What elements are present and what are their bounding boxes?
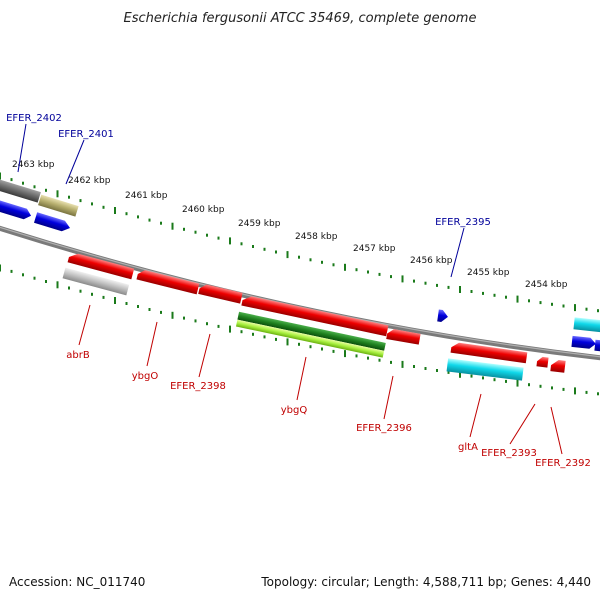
label-efer-2398[interactable]: EFER_2398 [170, 381, 226, 392]
callout-lines [17, 123, 563, 455]
label-ybgO[interactable]: ybgO [132, 371, 159, 382]
tick-label-2458: 2458 kbp [295, 232, 338, 242]
gene-red-right[interactable] [450, 342, 528, 364]
label-efer-2395[interactable]: EFER_2395 [435, 217, 491, 228]
map-title: Escherichia fergusonii ATCC 35469, compl… [124, 11, 477, 26]
gene-efer-2396[interactable] [386, 328, 421, 345]
label-efer-2393[interactable]: EFER_2393 [481, 448, 537, 459]
tick-label-2463: 2463 kbp [12, 160, 55, 170]
gene-efer-2393[interactable] [536, 356, 549, 368]
tick-label-2462: 2462 kbp [68, 176, 111, 186]
label-ybgQ[interactable]: ybgQ [281, 405, 308, 416]
label-efer-2396[interactable]: EFER_2396 [356, 423, 412, 434]
gene-ybgO[interactable] [136, 269, 200, 295]
gene-cyan-right[interactable] [573, 317, 600, 334]
genome-summary-text: Topology: circular; Length: 4,588,711 bp… [260, 575, 591, 589]
tick-label-2459: 2459 kbp [238, 219, 281, 229]
gene-efer-2401[interactable] [38, 194, 79, 217]
label-abrB[interactable]: abrB [66, 350, 90, 361]
gene-dark-gray[interactable] [0, 174, 41, 203]
tick-label-2455: 2455 kbp [467, 268, 510, 278]
tick-label-2456: 2456 kbp [410, 256, 453, 266]
gene-ybgQ[interactable] [235, 311, 386, 358]
gene-efer-2398[interactable] [198, 283, 243, 304]
outer-tick-ring [0, 172, 599, 313]
gene-red-large[interactable] [241, 295, 389, 337]
label-efer-2401[interactable]: EFER_2401 [58, 129, 114, 140]
gene-efer-2392[interactable] [550, 359, 566, 373]
tick-label-2454: 2454 kbp [525, 280, 568, 290]
gene-blue-arrow-2[interactable] [33, 212, 72, 233]
label-efer-2402[interactable]: EFER_2402 [6, 113, 62, 124]
gene-blue-right-1[interactable] [571, 335, 596, 349]
tick-label-2461: 2461 kbp [125, 191, 168, 201]
gene-blue-right-2[interactable] [594, 339, 600, 352]
inner-tick-ring [0, 264, 599, 396]
label-gltA[interactable]: gltA [458, 442, 478, 453]
tick-label-2457: 2457 kbp [353, 244, 396, 254]
gene-abrB[interactable] [62, 267, 130, 296]
gene-gltA[interactable] [446, 358, 524, 381]
gene-efer-2395[interactable] [437, 309, 449, 323]
label-efer-2392[interactable]: EFER_2392 [535, 458, 591, 469]
accession-text: Accession: NC_011740 [9, 575, 145, 589]
gene-red-1[interactable] [67, 252, 135, 280]
tick-label-2460: 2460 kbp [182, 205, 225, 215]
gene-efer-2402[interactable] [0, 197, 33, 221]
